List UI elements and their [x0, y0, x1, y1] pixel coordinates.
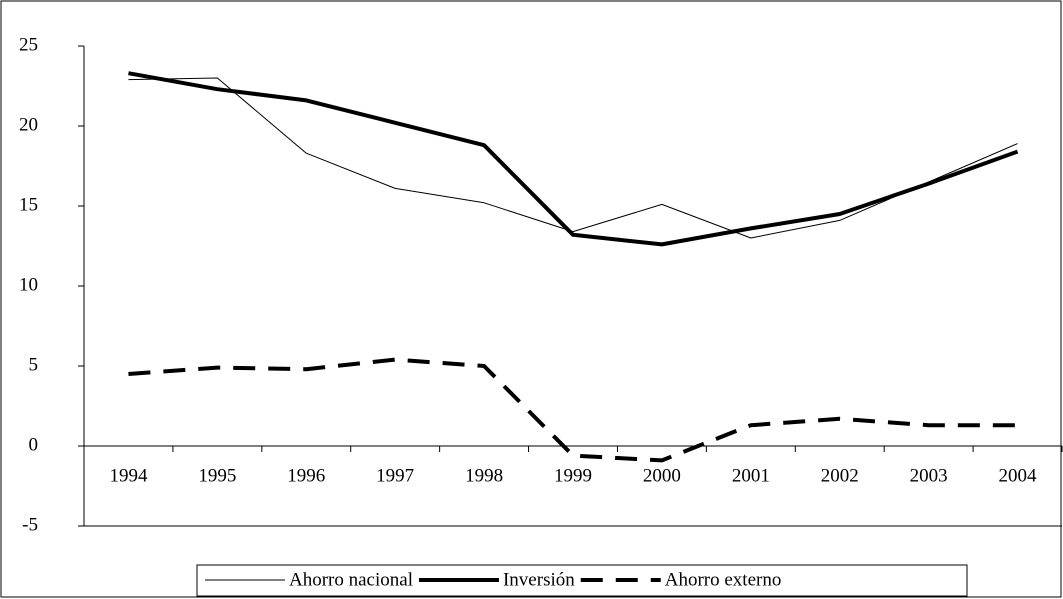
x-tick-label: 1998 — [465, 465, 503, 486]
x-tick-label: 1994 — [109, 465, 148, 486]
y-tick-label: -5 — [22, 514, 38, 535]
y-tick-label: 0 — [29, 434, 39, 455]
x-tick-label: 1997 — [376, 465, 414, 486]
series-line — [128, 71, 1019, 247]
y-tick-label: 20 — [19, 114, 38, 135]
x-tick-label: 2004 — [999, 465, 1038, 486]
legend-label: Ahorro nacional — [289, 569, 413, 590]
x-tick-label: 2002 — [821, 465, 859, 486]
y-tick-label: 25 — [19, 34, 38, 55]
x-tick-label: 2003 — [910, 465, 948, 486]
series-line — [128, 357, 1018, 463]
x-tick-label: 2001 — [732, 465, 770, 486]
y-tick-label: 15 — [19, 194, 38, 215]
x-tick-label: 1999 — [554, 465, 592, 486]
legend-label: Ahorro externo — [665, 569, 782, 590]
series-line — [128, 77, 1018, 239]
x-tick-label: 2000 — [643, 465, 681, 486]
y-tick-label: 10 — [19, 274, 38, 295]
legend-label: Inversión — [503, 569, 575, 590]
y-tick-label: 5 — [29, 354, 39, 375]
x-tick-label: 1996 — [287, 465, 325, 486]
x-tick-label: 1995 — [198, 465, 236, 486]
